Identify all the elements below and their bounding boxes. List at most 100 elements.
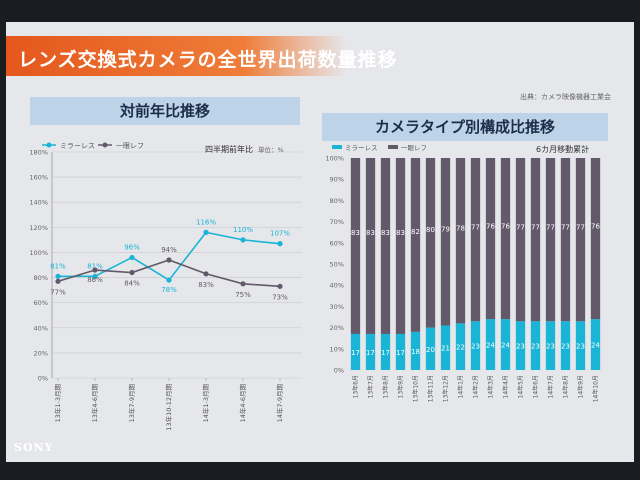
line-chart-ytick-label: 160% — [29, 174, 48, 182]
line-point-label: 84% — [124, 280, 140, 288]
bar-segment-slr — [560, 158, 571, 322]
bar-value-label: 17 — [351, 349, 360, 357]
bar-value-label: 80 — [426, 226, 435, 234]
bar-segment-slr — [410, 158, 421, 332]
bar-value-label: 23 — [471, 343, 480, 351]
line-point — [277, 283, 283, 289]
line-point — [55, 273, 61, 279]
bar-value-label: 77 — [531, 224, 540, 232]
line-point — [203, 229, 209, 235]
bar-chart-ytick-label: 0% — [334, 367, 344, 375]
right-chart-title: カメラタイプ別構成比推移 — [322, 113, 608, 141]
legend-marker-slr — [102, 142, 108, 148]
line-point-label: 116% — [196, 218, 216, 226]
bar-chart-xtick-label: 14年10月 — [592, 375, 600, 402]
line-chart-ytick-label: 180% — [29, 149, 48, 157]
bar-value-label: 83 — [351, 229, 360, 237]
title-bar — [6, 36, 346, 76]
bar-segment-slr — [500, 158, 511, 320]
line-point-label: 110% — [233, 226, 253, 234]
bar-segment-slr — [380, 158, 391, 334]
bar-segment-mirrorless — [560, 321, 571, 370]
slide-title: レンズ交換式カメラの全世界出荷数量推移 — [18, 49, 398, 71]
bar-value-label: 83 — [381, 229, 390, 237]
line-chart-ytick-label: 120% — [29, 224, 48, 232]
bar-chart-xtick-label: 14年7月 — [547, 375, 555, 398]
bar-value-label: 22 — [456, 344, 465, 352]
line-chart-xticks: 13年1-3月期 13年4-6月期 13年7-9月期 13年10-12月期 14年1-3… — [53, 378, 284, 431]
line-point-label: 75% — [235, 291, 251, 299]
bar-segment-mirrorless — [455, 323, 466, 370]
legend-label-mirrorless-2: ミラーレス — [345, 144, 378, 152]
bar-chart-ytick-label: 100% — [325, 155, 344, 163]
bar-segment-mirrorless — [440, 325, 451, 370]
bar-value-label: 24 — [486, 342, 495, 350]
left-chart-title: 対前年比推移 — [30, 97, 300, 125]
bar-segment-slr — [515, 158, 526, 322]
bar-chart-xtick-label: 14年5月 — [517, 375, 525, 398]
bar-value-label: 17 — [396, 349, 405, 357]
line-chart-ytick-label: 100% — [29, 249, 48, 257]
bar-chart-ytick-label: 20% — [330, 324, 344, 332]
bar-chart-subtitle: 6カ月移動累計 — [536, 144, 589, 154]
bar-segment-mirrorless — [395, 333, 406, 370]
legend-marker-mirrorless — [46, 142, 52, 148]
line-point — [92, 273, 98, 279]
bar-chart-xtick-label: 13年12月 — [442, 375, 450, 402]
bar-segment-slr — [485, 158, 496, 320]
bar-chart-xtick-label: 13年6月 — [352, 375, 360, 398]
line-point-label: 81% — [87, 262, 103, 270]
bar-chart-xtick-label: 14年9月 — [577, 375, 585, 398]
bar-value-label: 23 — [531, 343, 540, 351]
bar-segment-mirrorless — [425, 327, 436, 370]
bar-value-label: 82 — [411, 228, 420, 236]
line-chart-xtick-label: 14年7-9月期 — [275, 384, 284, 423]
line-chart-ytick-label: 140% — [29, 199, 48, 207]
bar-chart-ytick-label: 10% — [330, 345, 344, 353]
line-point-label: 86% — [87, 276, 103, 284]
bar-chart-xticks: 13年6月 13年7月 13年8月 13年9月 13年10月 13年11月 13年12月 14… — [352, 375, 600, 402]
line-point-label: 94% — [161, 246, 177, 254]
line-chart-yticks: 0% 20% 40% 60% 80% 100% 120% 140% 160% 180% — [29, 149, 48, 383]
bar-segment-slr — [530, 158, 541, 322]
bar-value-label: 23 — [546, 343, 555, 351]
source-note: 出典：カメラ映像機器工業会 — [520, 93, 611, 101]
line-point-label: 73% — [272, 293, 288, 301]
bar-chart-xtick-label: 14年3月 — [487, 375, 495, 398]
bar-segment-mirrorless — [410, 331, 421, 370]
legend-swatch-mirrorless — [332, 145, 342, 149]
line-point — [129, 269, 135, 276]
line-chart-legend: ミラーレス 一眼レフ — [42, 142, 144, 150]
bar-chart-xtick-label: 13年7月 — [367, 375, 375, 398]
slide-background — [6, 22, 634, 462]
bar-segment-mirrorless — [500, 319, 511, 370]
bar-chart-yticks: 0% 10% 20% 30% 40% 50% 60% 70% 80% 90% 100% — [325, 155, 344, 375]
bar-value-label: 23 — [561, 343, 570, 351]
bar-value-label: 24 — [501, 342, 510, 350]
bar-chart-xtick-label: 14年2月 — [472, 375, 480, 398]
line-chart-ytick-label: 20% — [34, 349, 48, 357]
bar-chart-xtick-label: 14年4月 — [502, 375, 510, 398]
line-point — [240, 237, 246, 243]
bar-chart-ytick-label: 30% — [330, 303, 344, 311]
bar-value-label: 17 — [366, 349, 375, 357]
bar-segment-mirrorless — [380, 333, 391, 370]
line-point — [129, 254, 135, 261]
bar-segment-mirrorless — [545, 321, 556, 370]
bar-segment-mirrorless — [485, 319, 496, 370]
line-point-label: 83% — [198, 281, 214, 289]
bar-segment-slr — [470, 158, 481, 322]
bar-value-label: 76 — [501, 223, 510, 231]
bar-value-label: 83 — [366, 229, 375, 237]
bar-chart-xtick-label: 13年9月 — [397, 375, 405, 398]
bar-value-label: 23 — [576, 343, 585, 351]
line-chart-xtick-label: 14年1-3月期 — [201, 384, 210, 423]
line-chart-unit: 単位：% — [258, 145, 284, 154]
line-point — [166, 257, 172, 263]
bar-value-label: 24 — [591, 342, 600, 350]
bar-segment-slr — [425, 158, 436, 328]
legend-swatch-slr — [388, 145, 398, 149]
bar-value-label: 78 — [456, 224, 465, 232]
bar-value-label: 77 — [561, 224, 570, 232]
